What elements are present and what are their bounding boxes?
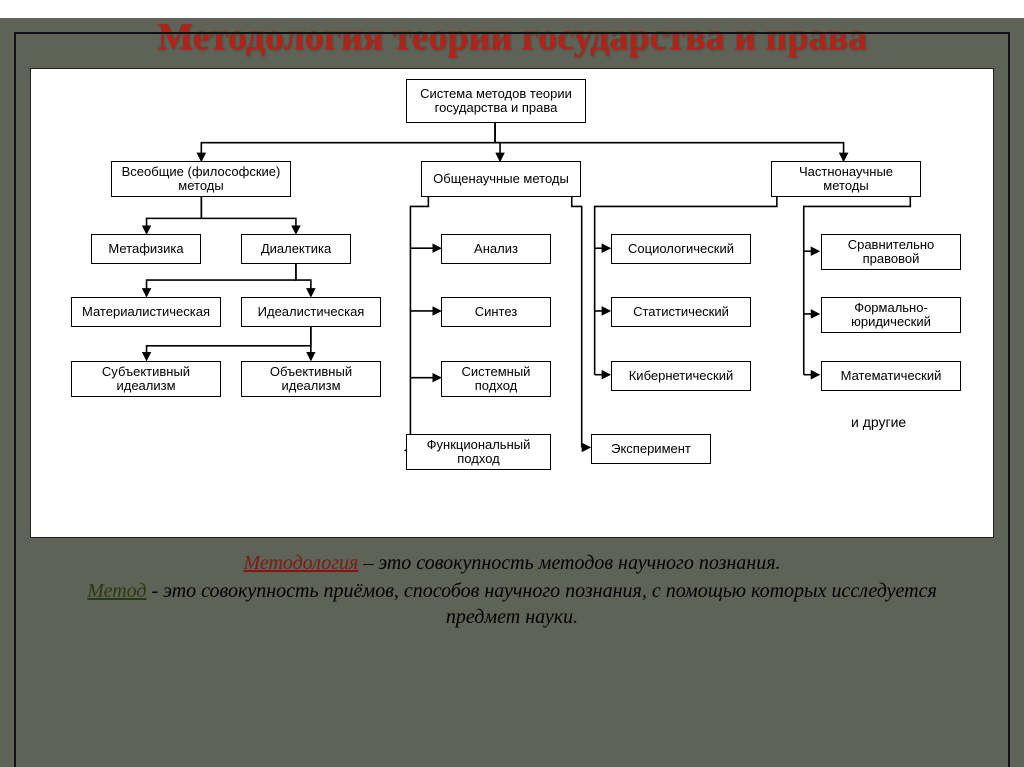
node-system: Системный подход [441,361,551,397]
node-functional: Функциональный подход [406,434,551,470]
definitions: Методология – это совокупность методов н… [60,550,964,630]
node-material: Материалистическая [71,297,221,327]
slide: Методология теории государства и права С… [0,18,1024,767]
definition-2-text: - это совокупность приёмов, способов нау… [147,580,937,628]
node-math: Математический [821,361,961,391]
diagram-container: Система методов теории государства и пра… [30,68,994,538]
node-obj: Объективный идеализм [241,361,381,397]
node-subj: Субъективный идеализм [71,361,221,397]
node-statist: Статистический [611,297,751,327]
node-sociolog: Социологический [611,234,751,264]
node-analysis: Анализ [441,234,551,264]
node-synthesis: Синтез [441,297,551,327]
node-experiment: Эксперимент [591,434,711,464]
node-general: Общенаучные методы [421,161,581,197]
node-philos: Всеобщие (философские) методы [111,161,291,197]
node-private: Частнонаучные методы [771,161,921,197]
node-metaphys: Метафизика [91,234,201,264]
definition-1-text: – это совокупность методов научного позн… [358,552,780,574]
text-others: и другие [851,414,906,430]
node-root: Система методов теории государства и пра… [406,79,586,123]
node-dialectic: Диалектика [241,234,351,264]
node-idealist: Идеалистическая [241,297,381,327]
node-formal: Формально-юридический [821,297,961,333]
definition-1: Методология – это совокупность методов н… [60,550,964,576]
node-kibern: Кибернетический [611,361,751,391]
term-methodology: Методология [243,552,358,574]
diagram: Система методов теории государства и пра… [31,69,993,537]
slide-title: Методология теории государства и права [40,18,984,58]
definition-2: Метод - это совокупность приёмов, способ… [60,578,964,630]
node-comparative: Сравнительно правовой [821,234,961,270]
term-method: Метод [87,580,146,602]
